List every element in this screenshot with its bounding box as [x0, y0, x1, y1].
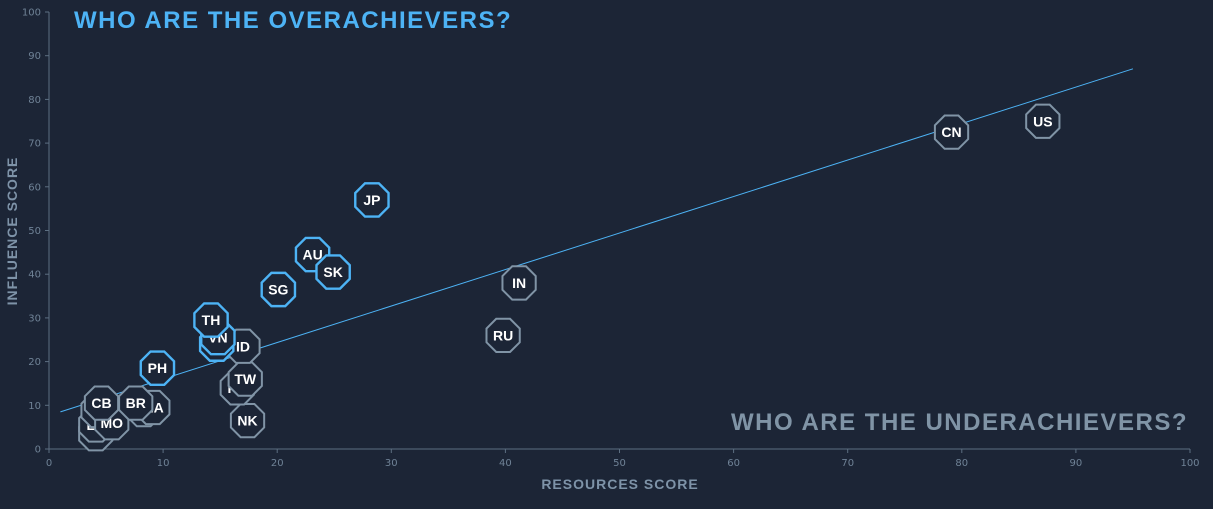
point-label: RU — [493, 327, 513, 343]
point-label: AU — [302, 247, 322, 263]
data-point-sk: SK — [315, 254, 351, 290]
point-marker — [118, 385, 154, 421]
point-label: TW — [234, 371, 257, 387]
point-label: JP — [363, 192, 380, 208]
x-axis-ticks: 0 10 20 30 40 50 60 70 80 90 100 — [46, 449, 1200, 469]
x-tick-label: 50 — [613, 458, 626, 469]
y-axis-ticks: 0 10 20 30 40 50 60 70 80 90 100 — [22, 8, 49, 456]
point-label: PH — [148, 360, 167, 376]
point-marker — [229, 402, 266, 439]
y-axis-title: INFLUENCE SCORE — [4, 157, 20, 306]
data-point-nk: NK — [229, 402, 266, 439]
x-tick-label: 40 — [499, 458, 512, 469]
point-marker — [315, 254, 351, 290]
data-point-ru: RU — [485, 317, 521, 354]
chart-title: WHO ARE THE OVERACHIEVERS? — [74, 7, 512, 34]
data-point-in: IN — [501, 265, 537, 301]
point-marker — [354, 182, 390, 218]
x-tick-label: 0 — [46, 458, 52, 469]
x-tick-label: 30 — [385, 458, 398, 469]
y-tick-label: 10 — [28, 401, 41, 412]
point-label: BR — [126, 395, 146, 411]
x-tick-label: 20 — [271, 458, 284, 469]
data-point-us: US — [1025, 103, 1061, 139]
point-marker — [1025, 103, 1061, 139]
point-marker — [83, 385, 120, 421]
point-marker — [193, 302, 229, 338]
point-label: CB — [91, 395, 111, 411]
point-label: SK — [323, 264, 342, 280]
point-label: TH — [202, 312, 221, 328]
data-point-br: BR — [118, 385, 154, 421]
x-tick-label: 70 — [841, 458, 854, 469]
point-marker — [260, 271, 297, 308]
data-point-tw: TW — [227, 361, 263, 397]
y-tick-label: 70 — [28, 139, 41, 150]
point-marker — [227, 361, 263, 397]
x-tick-label: 10 — [157, 458, 170, 469]
x-tick-label: 100 — [1180, 458, 1199, 469]
y-tick-label: 60 — [28, 182, 41, 193]
point-label: SG — [268, 281, 288, 297]
data-point-th: TH — [193, 302, 229, 338]
point-label: IN — [512, 275, 526, 291]
data-point-cn: CN — [933, 114, 970, 150]
y-tick-label: 50 — [28, 226, 41, 237]
y-tick-label: 30 — [28, 313, 41, 324]
data-point-ph: PH — [139, 350, 176, 386]
chart-subtitle: WHO ARE THE UNDERACHIEVERS? — [731, 409, 1188, 436]
point-label: US — [1033, 113, 1052, 129]
point-label: CN — [941, 124, 961, 140]
x-tick-label: 60 — [727, 458, 740, 469]
point-marker — [933, 114, 970, 150]
point-marker — [501, 265, 537, 301]
point-label: ID — [236, 338, 250, 354]
y-tick-label: 0 — [35, 445, 41, 456]
data-points: KHLABDMOCBSAMABRNKPKTWIDRUINCNUSPHMYVNTH… — [78, 103, 1061, 452]
x-axis-title: RESOURCES SCORE — [541, 476, 698, 492]
y-tick-label: 20 — [28, 357, 41, 368]
data-point-cb: CB — [83, 385, 120, 421]
y-tick-label: 40 — [28, 270, 41, 281]
x-tick-label: 90 — [1070, 458, 1083, 469]
data-point-sg: SG — [260, 271, 297, 308]
data-point-jp: JP — [354, 182, 390, 218]
point-marker — [485, 317, 521, 354]
point-marker — [139, 350, 176, 386]
y-tick-label: 90 — [28, 51, 41, 62]
x-tick-label: 80 — [955, 458, 968, 469]
y-tick-label: 80 — [28, 95, 41, 106]
point-label: NK — [237, 413, 257, 429]
y-tick-label: 100 — [22, 8, 41, 19]
